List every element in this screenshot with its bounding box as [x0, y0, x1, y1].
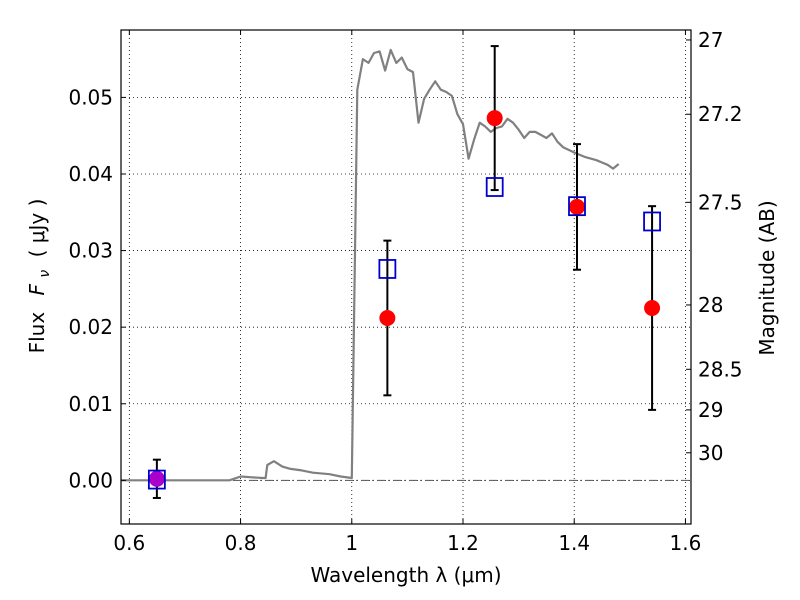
model-photometry-square — [643, 211, 661, 232]
model-photometry-square — [485, 177, 504, 197]
observed-point — [569, 198, 585, 215]
y-tick-label: 0.03 — [68, 239, 113, 263]
x-tick-label: 1.4 — [558, 531, 590, 555]
observed-point — [486, 110, 503, 127]
model-sed — [121, 48, 620, 482]
observed-points — [148, 110, 661, 487]
y-axis-ticks: 0.00 0.01 0.02 0.03 0.04 0.05 — [68, 85, 126, 492]
y-tick-label: 0.00 — [68, 468, 113, 492]
observed-point — [148, 470, 165, 487]
error-bars — [152, 45, 657, 499]
right-tick-label: 30 — [698, 441, 723, 465]
right-axis-label: Magnitude (AB) — [755, 200, 779, 355]
model-photometry-square — [568, 196, 586, 217]
right-tick-label: 27 — [698, 28, 723, 52]
right-tick-label: 29 — [698, 398, 723, 422]
x-axis-ticks: 0.6 0.8 1 1.2 1.4 1.6 — [113, 30, 701, 555]
x-tick-label: 1.6 — [670, 531, 702, 555]
x-tick-label: 1 — [345, 531, 358, 555]
right-axis-ticks: 27 27.2 27.5 28 28.5 29 30 — [686, 28, 743, 465]
right-tick-label: 28 — [698, 293, 723, 317]
right-tick-label: 27.2 — [698, 102, 743, 126]
observed-point — [644, 300, 661, 317]
x-tick-label: 1.2 — [447, 531, 479, 555]
observed-point — [379, 309, 396, 326]
right-tick-label: 28.5 — [698, 357, 743, 381]
y-axis-label-subscript: ν — [37, 270, 53, 278]
y-tick-label: 0.02 — [68, 315, 113, 339]
grid — [121, 30, 691, 524]
y-axis-label-symbol: F — [25, 283, 49, 295]
model-photometry-points — [147, 177, 661, 490]
model-photometry-square — [147, 469, 166, 490]
model-sed-line — [121, 48, 620, 482]
y-axis-label-units: ( μJy ) — [25, 199, 49, 258]
x-tick-label: 0.6 — [113, 531, 145, 555]
y-tick-label: 0.05 — [68, 85, 113, 109]
y-tick-label: 0.01 — [68, 392, 113, 416]
y-axis-label-prefix: Flux — [25, 312, 49, 354]
plot-frame — [120, 29, 692, 525]
y-axis-label: Flux F ν ( μJy ) — [25, 199, 54, 354]
x-axis-label: Wavelength λ (μm) — [310, 563, 501, 587]
right-tick-label: 27.5 — [698, 190, 743, 214]
x-tick-label: 0.8 — [225, 531, 257, 555]
y-tick-label: 0.04 — [68, 162, 113, 186]
model-photometry-square — [378, 259, 397, 279]
